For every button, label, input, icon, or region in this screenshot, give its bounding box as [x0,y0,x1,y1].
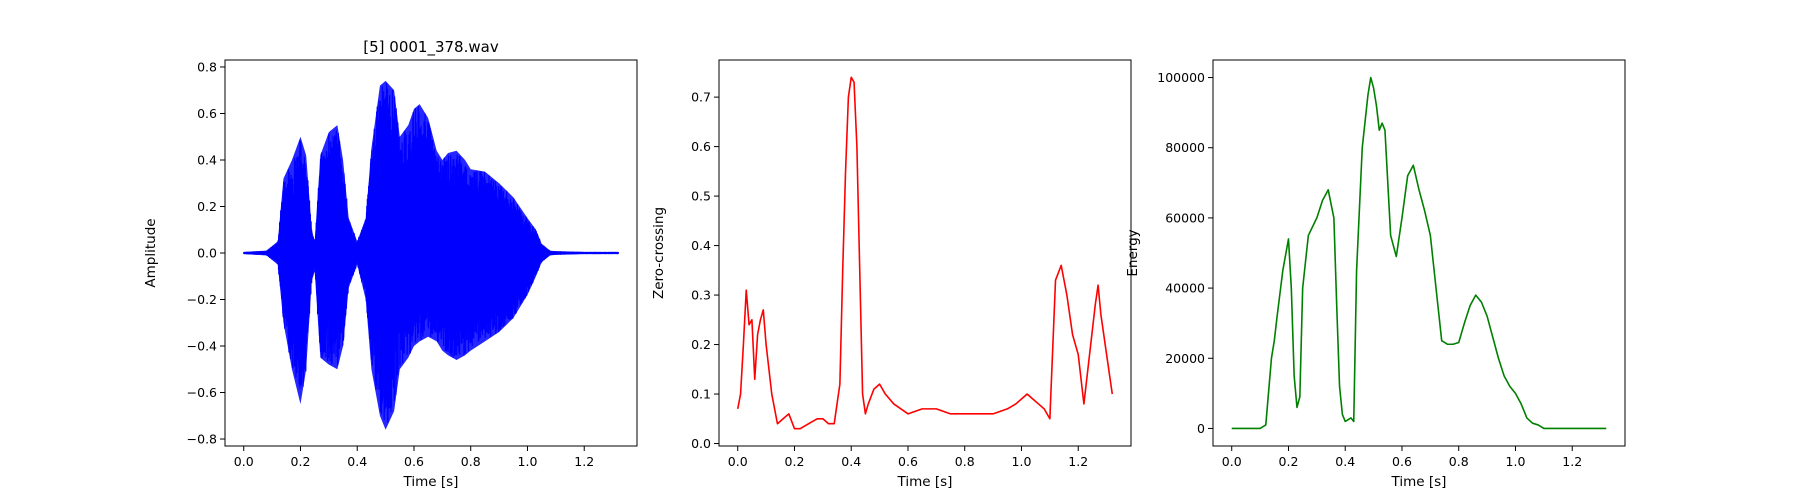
energy-x-tick-label: 1.2 [1562,454,1582,469]
energy-line-layer [1231,76,1607,430]
zero-crossing-x-tick-label: 0.4 [841,454,861,469]
zero-crossing-x-tick-label: 0.2 [785,454,805,469]
zero-crossing-x-tick-label: 1.0 [1012,454,1032,469]
energy-y-tick-label: 20000 [1165,351,1205,366]
amplitude-x-tick-label: 1.2 [574,454,594,469]
energy-x-tick-label: 0.0 [1222,454,1242,469]
subplot-zero-crossing: 0.0 0.2 0.4 0.6 0.8 1.0 1.2 0.0 0.1 0.2 0.3 0.4 0.5… [651,59,1132,490]
energy-axes-frame [1212,59,1626,447]
energy-y-tick-label: 100000 [1157,70,1205,85]
zero-crossing-x-axis-label: Time [s] [897,474,953,490]
amplitude-x-tick-label: 0.2 [291,454,311,469]
zero-crossing-series-line [736,76,1114,430]
energy-x-tick-label: 0.2 [1279,454,1299,469]
energy-y-ticks: 0 20000 40000 60000 80000 100000 [1157,70,1213,436]
amplitude-x-tick-label: 0.0 [234,454,254,469]
zero-crossing-y-tick-label: 0.0 [691,436,711,451]
zero-crossing-x-ticks: 0.0 0.2 0.4 0.6 0.8 1.0 1.2 [728,446,1088,469]
zero-crossing-x-tick-label: 0.0 [728,454,748,469]
amplitude-y-tick-label: −0.8 [187,432,217,447]
amplitude-y-tick-label: 0.0 [197,246,217,261]
energy-y-tick-label: 0 [1197,421,1205,436]
zero-crossing-y-tick-label: 0.6 [691,139,711,154]
energy-y-axis-label: Energy [1125,229,1141,276]
energy-y-tick-label: 40000 [1165,281,1205,296]
amplitude-y-axis-label: Amplitude [143,218,159,287]
zero-crossing-line-layer [736,76,1114,430]
amplitude-chart-title: [5] 0001_378.wav [363,38,499,57]
energy-x-tick-label: 0.6 [1392,454,1412,469]
energy-y-tick-label: 80000 [1165,140,1205,155]
zero-crossing-y-tick-label: 0.3 [691,288,711,303]
amplitude-x-ticks: 0.0 0.2 0.4 0.6 0.8 1.0 1.2 [234,446,594,469]
amplitude-y-ticks: −0.8 −0.6 −0.4 −0.2 0.0 0.2 0.4 0.6 0.8 [187,59,225,447]
subplot-energy: 0.0 0.2 0.4 0.6 0.8 1.0 1.2 0 20000 40000 60000 80… [1125,59,1626,490]
amplitude-waveform-envelope [243,80,619,430]
energy-x-axis-label: Time [s] [1391,474,1447,490]
zero-crossing-y-tick-label: 0.2 [691,337,711,352]
amplitude-waveform-layer [243,80,619,430]
amplitude-y-tick-label: 0.6 [197,106,217,121]
amplitude-x-tick-label: 0.4 [347,454,367,469]
amplitude-y-tick-label: −0.2 [187,292,217,307]
amplitude-x-tick-label: 0.6 [404,454,424,469]
amplitude-y-tick-label: 0.2 [197,199,217,214]
zero-crossing-y-tick-label: 0.5 [691,189,711,204]
subplot-amplitude: 0.0 0.2 0.4 0.6 0.8 1.0 1.2 −0.8 −0.6 −0.4 −0.2 0.… [143,38,638,490]
energy-series-line [1231,76,1607,430]
energy-x-tick-label: 0.4 [1335,454,1355,469]
amplitude-x-tick-label: 1.0 [518,454,538,469]
amplitude-x-tick-label: 0.8 [461,454,481,469]
amplitude-y-tick-label: 0.8 [197,59,217,74]
amplitude-y-tick-label: −0.6 [187,385,217,400]
amplitude-y-tick-label: −0.4 [187,339,217,354]
energy-x-ticks: 0.0 0.2 0.4 0.6 0.8 1.0 1.2 [1222,446,1582,469]
zero-crossing-y-axis-label: Zero-crossing [651,207,667,299]
zero-crossing-y-tick-label: 0.1 [691,387,711,402]
amplitude-y-tick-label: 0.4 [197,152,217,167]
energy-x-tick-label: 0.8 [1449,454,1469,469]
zero-crossing-y-tick-label: 0.4 [691,238,711,253]
zero-crossing-x-tick-label: 0.8 [955,454,975,469]
energy-y-tick-label: 60000 [1165,210,1205,225]
zero-crossing-y-ticks: 0.0 0.1 0.2 0.3 0.4 0.5 0.6 0.7 [691,90,719,451]
zero-crossing-axes-frame [718,59,1132,447]
zero-crossing-x-tick-label: 1.2 [1068,454,1088,469]
zero-crossing-y-tick-label: 0.7 [691,90,711,105]
amplitude-x-axis-label: Time [s] [403,474,459,490]
zero-crossing-x-tick-label: 0.6 [898,454,918,469]
energy-x-tick-label: 1.0 [1506,454,1526,469]
